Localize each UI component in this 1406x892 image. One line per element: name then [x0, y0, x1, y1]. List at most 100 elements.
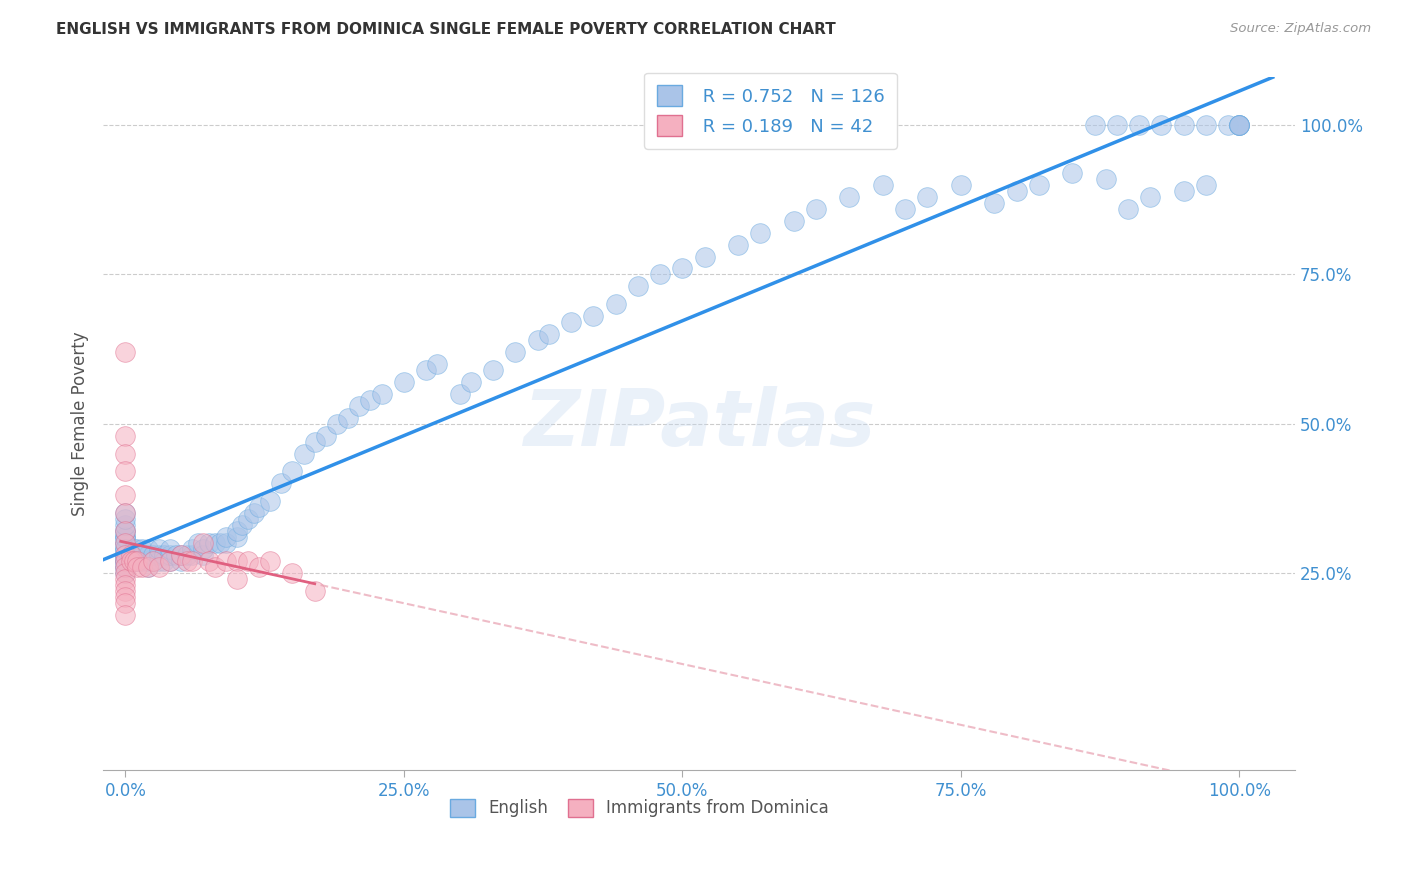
Point: [582, 310, 605, 324]
Point: [142, 554, 165, 568]
Point: [415, 363, 437, 377]
Point: [125, 554, 148, 568]
Point: [165, 548, 187, 562]
Point: [231, 518, 253, 533]
Point: [124, 554, 146, 568]
Point: [671, 261, 693, 276]
Point: [1028, 178, 1050, 192]
Point: [114, 548, 136, 562]
Point: [225, 530, 247, 544]
Point: [648, 268, 671, 282]
Point: [1150, 118, 1173, 132]
Point: [136, 560, 159, 574]
Point: [114, 530, 136, 544]
Point: [1227, 118, 1250, 132]
Point: [1173, 184, 1195, 198]
Point: [153, 554, 176, 568]
Point: [804, 202, 827, 216]
Point: [242, 506, 264, 520]
Point: [1139, 190, 1161, 204]
Point: [170, 548, 193, 562]
Point: [247, 560, 270, 574]
Point: [1173, 118, 1195, 132]
Point: [131, 548, 153, 562]
Point: [148, 554, 170, 568]
Point: [142, 548, 165, 562]
Point: [114, 590, 136, 604]
Point: [247, 500, 270, 515]
Point: [124, 554, 146, 568]
Point: [114, 506, 136, 520]
Point: [159, 542, 181, 557]
Point: [114, 524, 136, 538]
Point: [114, 536, 136, 550]
Point: [114, 524, 136, 538]
Point: [1116, 202, 1139, 216]
Legend: English, Immigrants from Dominica: English, Immigrants from Dominica: [443, 792, 835, 824]
Point: [114, 560, 136, 574]
Point: [1105, 118, 1128, 132]
Point: [114, 596, 136, 610]
Point: [193, 548, 215, 562]
Point: [114, 548, 136, 562]
Point: [1128, 118, 1150, 132]
Point: [114, 465, 136, 479]
Point: [114, 530, 136, 544]
Point: [727, 237, 749, 252]
Point: [114, 428, 136, 442]
Point: [838, 190, 860, 204]
Point: [159, 548, 181, 562]
Point: [114, 536, 136, 550]
Point: [114, 488, 136, 502]
Point: [605, 297, 627, 311]
Point: [392, 375, 415, 389]
Point: [693, 250, 716, 264]
Point: [214, 554, 236, 568]
Text: ENGLISH VS IMMIGRANTS FROM DOMINICA SINGLE FEMALE POVERTY CORRELATION CHART: ENGLISH VS IMMIGRANTS FROM DOMINICA SING…: [56, 22, 837, 37]
Point: [114, 446, 136, 460]
Point: [917, 190, 939, 204]
Point: [337, 410, 360, 425]
Point: [159, 554, 181, 568]
Point: [1195, 178, 1218, 192]
Point: [204, 560, 226, 574]
Point: [131, 560, 153, 574]
Point: [482, 363, 505, 377]
Point: [292, 446, 315, 460]
Point: [783, 213, 806, 227]
Point: [198, 536, 221, 550]
Point: [460, 375, 482, 389]
Point: [114, 518, 136, 533]
Point: [125, 542, 148, 557]
Point: [125, 560, 148, 574]
Point: [537, 327, 560, 342]
Point: [225, 554, 247, 568]
Point: [426, 357, 449, 371]
Point: [209, 536, 232, 550]
Point: [526, 333, 548, 347]
Point: [120, 548, 142, 562]
Point: [114, 554, 136, 568]
Point: [1083, 118, 1105, 132]
Point: [983, 195, 1005, 210]
Point: [114, 548, 136, 562]
Point: [136, 548, 159, 562]
Point: [181, 542, 204, 557]
Point: [204, 536, 226, 550]
Point: [193, 542, 215, 557]
Text: ZIPatlas: ZIPatlas: [523, 385, 875, 462]
Point: [170, 554, 193, 568]
Point: [124, 542, 146, 557]
Point: [128, 554, 150, 568]
Point: [1227, 118, 1250, 132]
Point: [136, 560, 159, 574]
Point: [114, 566, 136, 580]
Point: [114, 548, 136, 562]
Point: [281, 566, 304, 580]
Point: [142, 554, 165, 568]
Point: [315, 428, 337, 442]
Point: [114, 566, 136, 580]
Point: [120, 548, 142, 562]
Point: [114, 542, 136, 557]
Point: [114, 578, 136, 592]
